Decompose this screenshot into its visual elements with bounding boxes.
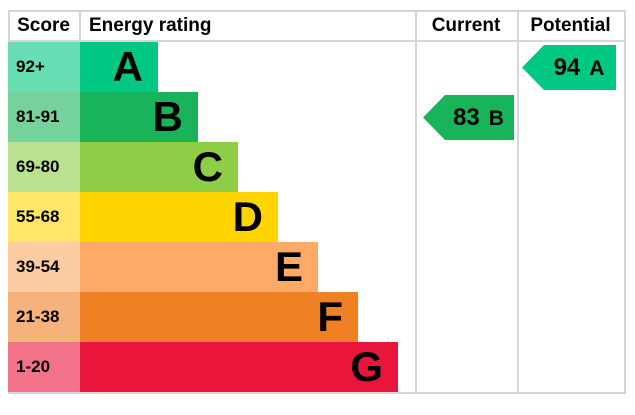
table-top-border bbox=[8, 10, 626, 12]
score-cell-c: 69-80 bbox=[8, 142, 80, 192]
score-range-c: 69-80 bbox=[16, 157, 60, 176]
band-row-d: 55-68 D bbox=[8, 192, 628, 242]
band-row-g: 1-20 G bbox=[8, 342, 628, 392]
band-bar-f: F bbox=[80, 292, 358, 342]
current-rating-letter: B bbox=[488, 106, 504, 130]
current-column-separator bbox=[415, 10, 417, 394]
band-row-b: 81-91 B bbox=[8, 92, 628, 142]
band-row-f: 21-38 F bbox=[8, 292, 628, 342]
score-cell-g: 1-20 bbox=[8, 342, 80, 392]
score-range-e: 39-54 bbox=[16, 257, 60, 276]
header-energy-rating: Energy rating bbox=[89, 15, 212, 36]
potential-column-separator bbox=[517, 10, 519, 394]
band-bar-e: E bbox=[80, 242, 318, 292]
header-current: Current bbox=[431, 15, 501, 36]
potential-rating-arrow-icon: 94 A bbox=[522, 45, 616, 90]
header-bottom-border bbox=[8, 40, 626, 42]
band-bar-g: G bbox=[80, 342, 398, 392]
score-cell-f: 21-38 bbox=[8, 292, 80, 342]
header-potential: Potential bbox=[530, 15, 611, 36]
band-letter-a: A bbox=[112, 43, 143, 90]
score-range-g: 1-20 bbox=[16, 357, 51, 376]
score-cell-b: 81-91 bbox=[8, 92, 80, 142]
table-bottom-border bbox=[8, 392, 626, 394]
header-left-border bbox=[8, 10, 10, 42]
score-cell-e: 39-54 bbox=[8, 242, 80, 292]
band-letter-b: B bbox=[152, 93, 183, 140]
score-column-separator bbox=[79, 10, 81, 42]
score-cell-a: 92+ bbox=[8, 42, 80, 92]
band-letter-c: C bbox=[192, 143, 223, 190]
header-score: Score bbox=[17, 15, 70, 36]
table-right-border bbox=[624, 10, 626, 394]
current-score-value: 83 bbox=[453, 103, 480, 131]
band-bar-c: C bbox=[80, 142, 238, 192]
band-letter-f: F bbox=[317, 293, 343, 340]
score-range-f: 21-38 bbox=[16, 307, 60, 326]
band-letter-d: D bbox=[232, 193, 263, 240]
band-bar-d: D bbox=[80, 192, 278, 242]
band-row-e: 39-54 E bbox=[8, 242, 628, 292]
band-bar-a: A bbox=[80, 42, 158, 92]
current-rating-arrow-icon: 83 B bbox=[423, 95, 514, 140]
potential-rating-text: 94 A bbox=[534, 54, 605, 82]
score-range-b: 81-91 bbox=[16, 107, 60, 126]
band-bar-b: B bbox=[80, 92, 198, 142]
band-letter-g: G bbox=[350, 343, 383, 390]
score-range-a: 92+ bbox=[16, 57, 45, 76]
score-cell-d: 55-68 bbox=[8, 192, 80, 242]
band-row-a: 92+ A bbox=[8, 42, 628, 92]
potential-rating-letter: A bbox=[589, 56, 605, 80]
potential-score-value: 94 bbox=[553, 53, 581, 81]
current-rating-text: 83 B bbox=[433, 104, 504, 132]
band-letter-e: E bbox=[274, 243, 303, 290]
band-row-c: 69-80 C bbox=[8, 142, 628, 192]
score-range-d: 55-68 bbox=[16, 207, 60, 226]
